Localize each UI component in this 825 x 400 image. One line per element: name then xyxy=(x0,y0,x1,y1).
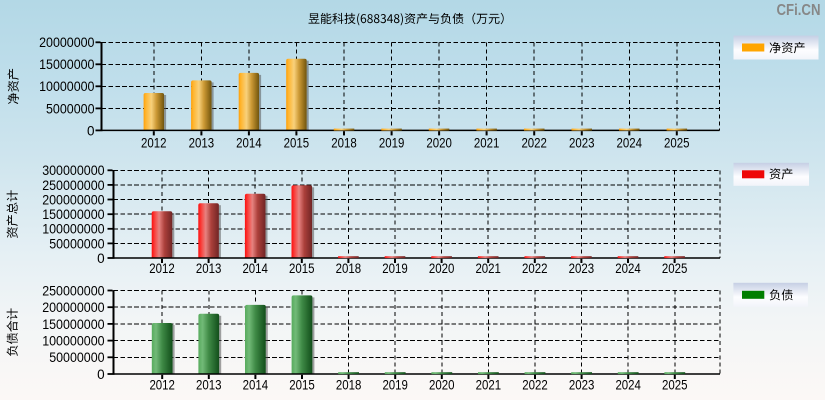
svg-text:50000000: 50000000 xyxy=(49,350,104,365)
svg-text:2019: 2019 xyxy=(382,377,408,393)
svg-text:0: 0 xyxy=(97,367,105,382)
svg-text:150000000: 150000000 xyxy=(42,317,104,332)
svg-text:2023: 2023 xyxy=(569,377,595,393)
svg-text:2018: 2018 xyxy=(336,377,362,393)
svg-text:0: 0 xyxy=(97,251,105,266)
svg-text:20000000: 20000000 xyxy=(39,35,94,50)
svg-text:50000000: 50000000 xyxy=(49,236,104,251)
svg-text:2013: 2013 xyxy=(196,260,222,276)
svg-text:2015: 2015 xyxy=(284,134,310,150)
svg-text:2015: 2015 xyxy=(289,260,315,276)
svg-text:300000000: 300000000 xyxy=(42,163,104,178)
svg-text:CFi.CN: CFi.CN xyxy=(777,2,821,19)
svg-text:2012: 2012 xyxy=(149,260,175,276)
svg-text:2019: 2019 xyxy=(382,260,408,276)
svg-text:2024: 2024 xyxy=(617,134,643,150)
svg-text:2024: 2024 xyxy=(615,260,641,276)
svg-text:100000000: 100000000 xyxy=(42,334,104,349)
svg-text:250000000: 250000000 xyxy=(42,178,104,193)
svg-text:2022: 2022 xyxy=(522,260,548,276)
svg-text:200000000: 200000000 xyxy=(42,192,104,207)
svg-text:2012: 2012 xyxy=(149,377,175,393)
svg-text:250000000: 250000000 xyxy=(42,283,104,298)
svg-text:2021: 2021 xyxy=(475,260,501,276)
svg-text:15000000: 15000000 xyxy=(39,57,94,72)
svg-text:2013: 2013 xyxy=(189,134,215,150)
svg-text:2023: 2023 xyxy=(569,134,595,150)
svg-text:2021: 2021 xyxy=(476,377,502,393)
svg-text:2018: 2018 xyxy=(331,134,357,150)
svg-text:2015: 2015 xyxy=(289,377,315,393)
svg-text:2014: 2014 xyxy=(242,260,268,276)
svg-text:2023: 2023 xyxy=(569,260,595,276)
svg-text:200000000: 200000000 xyxy=(42,300,104,315)
svg-text:2013: 2013 xyxy=(196,377,222,393)
svg-text:2020: 2020 xyxy=(429,377,455,393)
svg-text:2020: 2020 xyxy=(429,260,455,276)
svg-text:2022: 2022 xyxy=(522,377,548,393)
svg-text:2021: 2021 xyxy=(474,134,500,150)
svg-text:2018: 2018 xyxy=(336,260,362,276)
svg-text:2025: 2025 xyxy=(662,260,688,276)
svg-text:2014: 2014 xyxy=(243,377,269,393)
svg-text:0: 0 xyxy=(87,123,95,138)
svg-text:2025: 2025 xyxy=(664,134,690,150)
svg-text:150000000: 150000000 xyxy=(42,207,104,222)
svg-text:2020: 2020 xyxy=(426,134,452,150)
svg-text:2025: 2025 xyxy=(662,377,688,393)
svg-text:2022: 2022 xyxy=(521,134,547,150)
svg-text:5000000: 5000000 xyxy=(46,101,95,116)
svg-text:10000000: 10000000 xyxy=(39,79,94,94)
svg-text:2019: 2019 xyxy=(379,134,405,150)
svg-text:2012: 2012 xyxy=(141,134,167,150)
svg-text:100000000: 100000000 xyxy=(42,222,104,237)
svg-text:2024: 2024 xyxy=(615,377,641,393)
svg-text:2014: 2014 xyxy=(236,134,262,150)
